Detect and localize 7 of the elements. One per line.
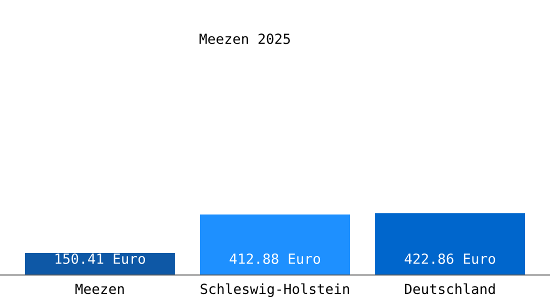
data-label: 422.86 Euro — [404, 253, 496, 264]
x-tick-label: Deutschland — [404, 283, 495, 294]
x-tick-label: Meezen — [75, 284, 124, 294]
data-label: 150.41 Euro — [56, 253, 146, 264]
data-label: 412.88 Euro — [230, 253, 320, 264]
x-tick-label: Schleswig-Holstein — [200, 283, 350, 297]
chart-title: Meezen 2025 — [200, 34, 290, 44]
